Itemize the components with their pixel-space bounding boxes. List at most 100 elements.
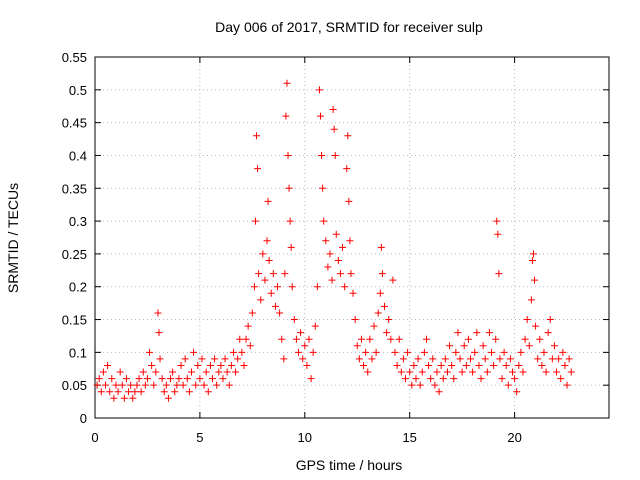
y-tick-label: 0.4 [69, 148, 87, 163]
data-point [290, 316, 298, 324]
data-point [301, 342, 309, 350]
data-point [532, 322, 540, 330]
x-tick-label: 0 [91, 430, 98, 445]
data-point [485, 329, 493, 337]
data-point [143, 375, 151, 383]
data-point [521, 335, 529, 343]
data-point [374, 309, 382, 317]
data-point [479, 342, 487, 350]
data-point [561, 361, 569, 369]
y-tick-label: 0.05 [62, 378, 87, 393]
data-point [493, 217, 501, 225]
data-point [254, 165, 262, 173]
data-point [433, 368, 441, 376]
y-tick-label: 0.15 [62, 313, 87, 328]
data-point [450, 375, 458, 383]
data-point [351, 316, 359, 324]
data-point [343, 165, 351, 173]
y-tick-label: 0.55 [62, 50, 87, 65]
data-point [194, 361, 202, 369]
data-point [475, 361, 483, 369]
y-axis-label: SRMTID / TECUs [5, 183, 21, 293]
y-tick-label: 0.1 [69, 345, 87, 360]
y-tick-label: 0.3 [69, 214, 87, 229]
x-tick-label: 10 [298, 430, 312, 445]
data-point [152, 368, 160, 376]
data-point [544, 329, 552, 337]
data-point [292, 335, 300, 343]
data-point [110, 394, 118, 402]
data-point [97, 388, 105, 396]
data-point [565, 355, 573, 363]
data-point [236, 335, 244, 343]
data-point [467, 355, 475, 363]
data-point [508, 368, 516, 376]
data-point [528, 256, 536, 264]
data-point [150, 381, 158, 389]
data-point [542, 368, 550, 376]
data-point [368, 355, 376, 363]
data-point [303, 361, 311, 369]
data-point [198, 355, 206, 363]
data-point [360, 361, 368, 369]
data-point [131, 388, 139, 396]
x-tick-label: 20 [507, 430, 521, 445]
data-point [441, 355, 449, 363]
data-point [129, 394, 137, 402]
data-point [439, 375, 447, 383]
data-point [148, 361, 156, 369]
data-point [500, 348, 508, 356]
data-point [259, 250, 267, 258]
data-point [329, 106, 337, 114]
data-point [204, 388, 212, 396]
data-point [232, 368, 240, 376]
data-point [494, 230, 502, 238]
data-point [378, 270, 386, 278]
data-point [498, 375, 506, 383]
data-point [127, 381, 135, 389]
data-point [462, 361, 470, 369]
data-point [311, 322, 319, 330]
data-point [460, 342, 468, 350]
data-point [381, 302, 389, 310]
data-point [425, 361, 433, 369]
data-point [227, 361, 235, 369]
data-point [534, 355, 542, 363]
data-point [357, 335, 365, 343]
data-point [345, 197, 353, 205]
data-point [242, 335, 250, 343]
data-point [412, 375, 420, 383]
data-point [317, 112, 325, 120]
data-point [567, 368, 575, 376]
data-point [546, 316, 554, 324]
data-point [162, 381, 170, 389]
grid [95, 57, 609, 418]
data-point [282, 112, 290, 120]
data-point [330, 125, 338, 133]
data-point [331, 151, 339, 159]
data-point [531, 276, 539, 284]
axis-ticks [94, 56, 609, 419]
data-point [101, 381, 109, 389]
data-point [366, 335, 374, 343]
x-axis-label: GPS time / hours [296, 457, 403, 473]
y-tick-label: 0.35 [62, 181, 87, 196]
data-point [393, 361, 401, 369]
data-point [175, 375, 183, 383]
data-point [431, 381, 439, 389]
data-point [120, 394, 128, 402]
data-point [336, 270, 344, 278]
data-point [339, 243, 347, 251]
data-point [267, 289, 275, 297]
data-point [346, 237, 354, 245]
data-point [559, 348, 567, 356]
data-point [253, 132, 261, 140]
data-point [362, 348, 370, 356]
data-point [548, 355, 556, 363]
data-point [490, 361, 498, 369]
data-point [269, 270, 277, 278]
data-point [251, 217, 259, 225]
data-point [287, 243, 295, 251]
data-point [167, 375, 175, 383]
data-point [376, 289, 384, 297]
